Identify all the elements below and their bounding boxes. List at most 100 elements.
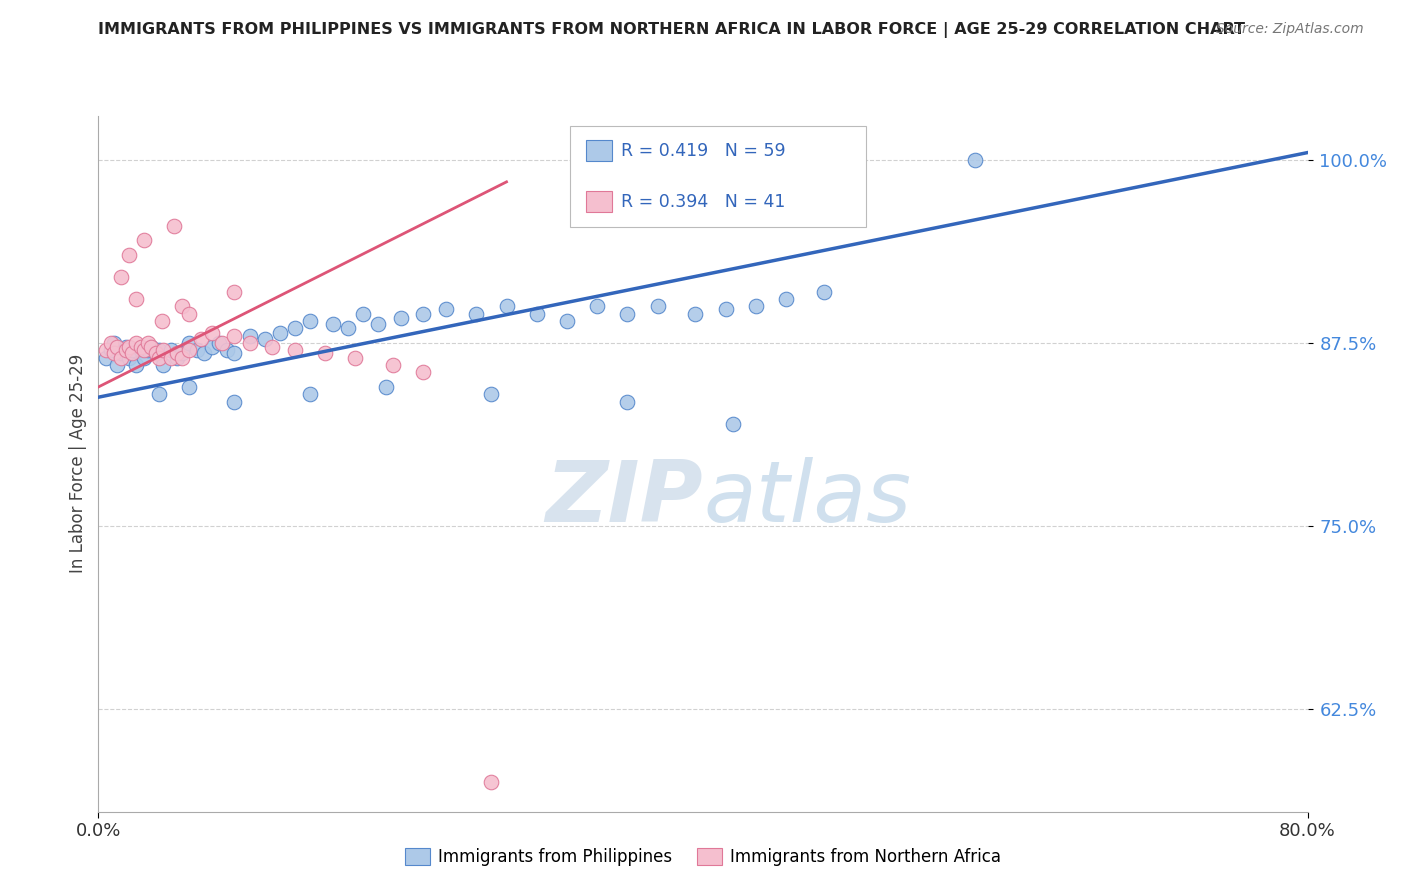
Point xyxy=(215,343,238,358)
Point xyxy=(434,302,457,317)
Point xyxy=(186,343,208,358)
Point xyxy=(239,336,262,351)
Point xyxy=(314,346,336,360)
Point xyxy=(105,340,128,354)
Point xyxy=(118,351,141,365)
Point xyxy=(224,346,246,360)
Point xyxy=(965,153,987,167)
Point xyxy=(412,307,434,321)
Point xyxy=(160,343,183,358)
Point xyxy=(132,234,155,248)
Point xyxy=(389,311,412,326)
Point xyxy=(145,346,167,360)
Point xyxy=(141,340,163,354)
Point xyxy=(114,343,136,358)
Point xyxy=(284,343,307,358)
Point xyxy=(103,346,125,360)
Text: IMMIGRANTS FROM PHILIPPINES VS IMMIGRANTS FROM NORTHERN AFRICA IN LABOR FORCE | : IMMIGRANTS FROM PHILIPPINES VS IMMIGRANT… xyxy=(98,22,1246,38)
Point xyxy=(110,351,132,365)
Point xyxy=(125,336,148,351)
Point xyxy=(105,358,128,372)
Point xyxy=(94,343,117,358)
Point xyxy=(586,299,609,313)
Point xyxy=(114,340,136,354)
Point xyxy=(136,336,159,351)
Point xyxy=(647,299,669,313)
Point xyxy=(170,299,193,313)
Point xyxy=(160,351,183,365)
Point xyxy=(299,314,322,328)
FancyBboxPatch shape xyxy=(569,127,866,227)
Point xyxy=(193,346,215,360)
Point xyxy=(166,346,188,360)
Text: R = 0.419   N = 59: R = 0.419 N = 59 xyxy=(621,142,786,160)
Point xyxy=(170,346,193,360)
Point xyxy=(132,343,155,358)
Point xyxy=(177,343,201,358)
Point xyxy=(190,332,212,346)
Point xyxy=(110,270,132,285)
Point xyxy=(132,351,155,365)
Point xyxy=(150,314,173,328)
Point xyxy=(148,387,170,401)
Point xyxy=(412,365,434,379)
Point xyxy=(224,394,246,409)
Text: atlas: atlas xyxy=(703,457,911,541)
Point xyxy=(526,307,548,321)
Y-axis label: In Labor Force | Age 25-29: In Labor Force | Age 25-29 xyxy=(69,354,87,574)
Bar xyxy=(586,140,613,161)
Text: Source: ZipAtlas.com: Source: ZipAtlas.com xyxy=(1216,22,1364,37)
Point xyxy=(94,351,117,365)
Point xyxy=(284,321,307,335)
Point xyxy=(118,248,141,262)
Point xyxy=(177,307,201,321)
Point xyxy=(481,775,503,789)
Point xyxy=(374,380,396,394)
Point xyxy=(685,307,707,321)
Point xyxy=(211,336,233,351)
Point xyxy=(382,358,405,372)
Point xyxy=(141,340,163,354)
Point xyxy=(110,346,132,360)
Point xyxy=(163,219,186,233)
Point xyxy=(714,302,737,317)
Point xyxy=(813,285,835,299)
Point xyxy=(145,346,167,360)
Point xyxy=(224,328,246,343)
Point xyxy=(269,326,291,340)
Point xyxy=(136,343,159,358)
Point xyxy=(253,332,276,346)
Text: ZIP: ZIP xyxy=(546,457,703,541)
Point xyxy=(201,326,224,340)
Point xyxy=(616,394,638,409)
Point xyxy=(721,417,744,431)
Point xyxy=(125,358,148,372)
Point xyxy=(121,343,143,358)
Point xyxy=(208,336,231,351)
Point xyxy=(352,307,374,321)
Point xyxy=(322,317,344,331)
Point xyxy=(103,336,125,351)
Point xyxy=(152,343,174,358)
Point xyxy=(299,387,322,401)
Point xyxy=(129,343,152,358)
Point xyxy=(224,285,246,299)
Point xyxy=(170,351,193,365)
Point xyxy=(129,340,152,354)
Bar xyxy=(586,191,613,212)
Point xyxy=(775,292,797,306)
Point xyxy=(125,292,148,306)
Point xyxy=(616,307,638,321)
Point xyxy=(555,314,578,328)
Point xyxy=(177,380,201,394)
Point xyxy=(367,317,389,331)
Text: R = 0.394   N = 41: R = 0.394 N = 41 xyxy=(621,193,785,211)
Point xyxy=(201,340,224,354)
Point xyxy=(166,351,188,365)
Point xyxy=(495,299,517,313)
Point xyxy=(239,328,262,343)
Point xyxy=(100,336,122,351)
Point xyxy=(262,340,284,354)
Point xyxy=(465,307,488,321)
Point xyxy=(148,343,170,358)
